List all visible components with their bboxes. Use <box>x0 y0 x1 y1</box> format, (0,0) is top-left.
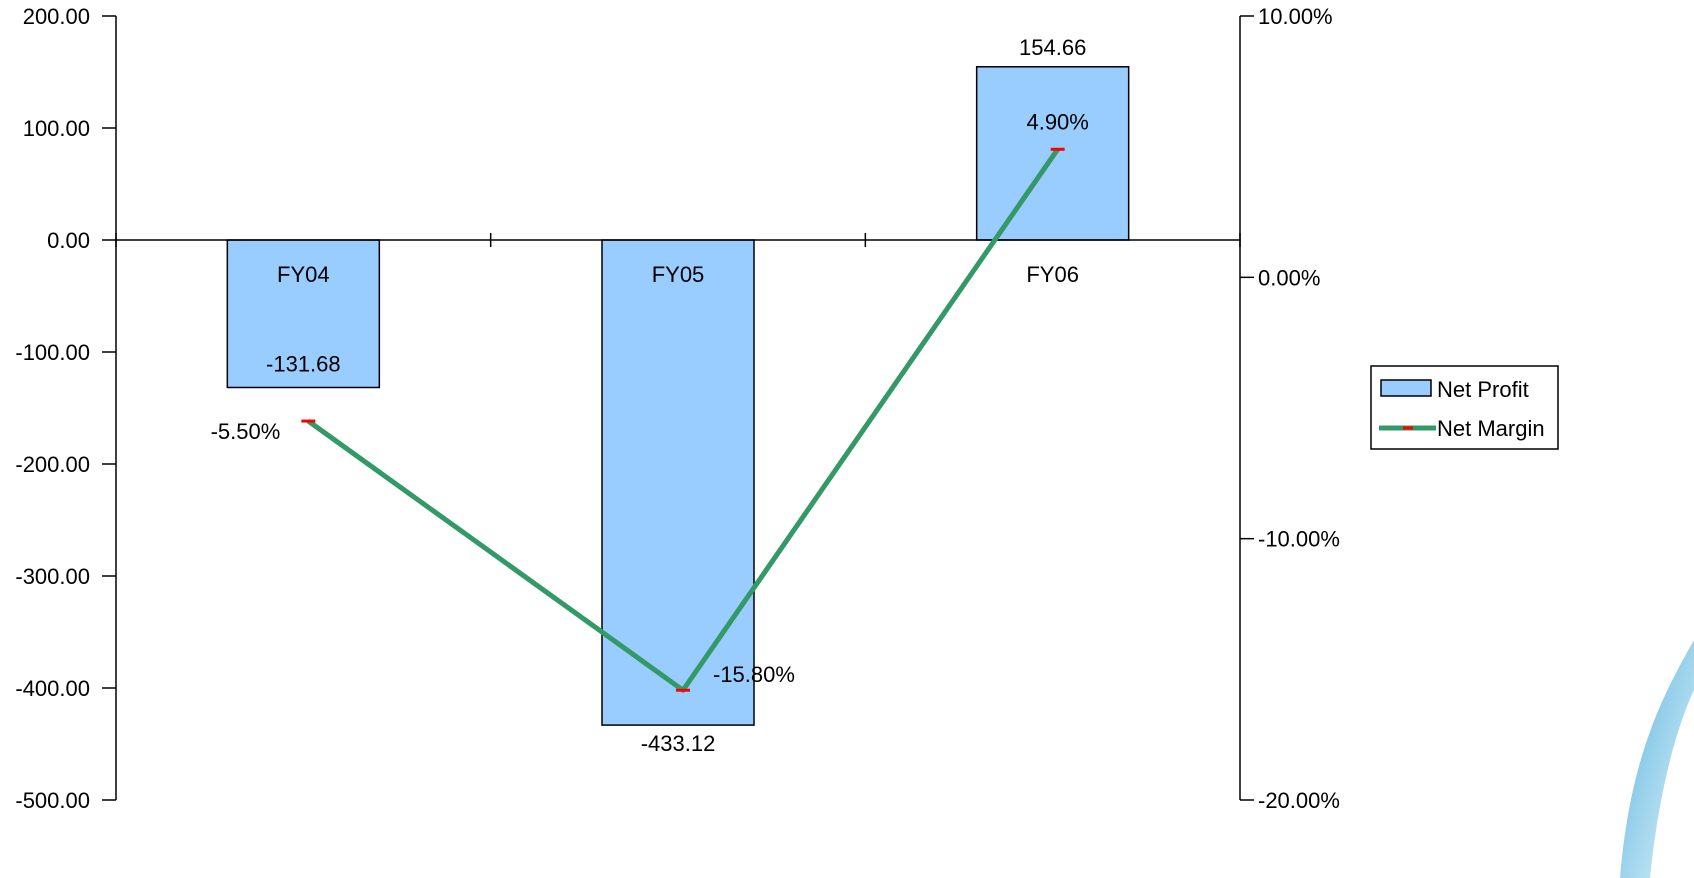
legend-label-net-margin: Net Margin <box>1437 416 1545 441</box>
right-axis-tick-label: -10.00% <box>1258 527 1340 552</box>
right-axis-tick-label: 0.00% <box>1258 265 1320 290</box>
left-axis-tick-label: -100.00 <box>15 340 90 365</box>
net-margin-line <box>301 147 1065 693</box>
category-label: FY06 <box>1026 262 1079 287</box>
bar-value-label: -131.68 <box>266 351 341 376</box>
axes: 200.00 100.00 0.00 -100.00 -200.00 -300.00 -40… <box>15 4 1340 813</box>
legend: Net Profit Net Margin <box>1370 365 1559 450</box>
decorative-swoosh <box>1620 640 1694 878</box>
line-value-label: -15.80% <box>713 662 795 687</box>
category-label: FY05 <box>652 262 705 287</box>
category-label: FY04 <box>277 262 330 287</box>
bar-data-labels: -131.68 -433.12 154.66 <box>266 35 1086 756</box>
swoosh-shape <box>1620 640 1694 878</box>
left-axis-tick-label: 0.00 <box>47 228 90 253</box>
bar-fy04 <box>226 239 381 389</box>
left-axis-tick-label: -400.00 <box>15 676 90 701</box>
left-axis-tick-label: -200.00 <box>15 452 90 477</box>
bar-fy05 <box>601 239 755 726</box>
right-axis-tick-label: -20.00% <box>1258 788 1340 813</box>
line-data-labels: -5.50% -15.80% 4.90% <box>211 109 1089 687</box>
line-value-label: 4.90% <box>1026 109 1088 134</box>
left-axis-tick-label: 200.00 <box>23 4 90 29</box>
legend-bar-swatch <box>1380 379 1432 397</box>
net-profit-bars <box>226 66 1130 726</box>
category-labels: FY04 FY05 FY06 <box>277 262 1079 287</box>
left-axis-tick-label: 100.00 <box>23 116 90 141</box>
line-value-label: -5.50% <box>211 419 281 444</box>
right-axis-tick-label: 10.00% <box>1258 4 1333 29</box>
left-axis-tick-label: -500.00 <box>15 788 90 813</box>
bar-value-label: 154.66 <box>1019 35 1086 60</box>
left-axis-tick-label: -300.00 <box>15 564 90 589</box>
legend-label-net-profit: Net Profit <box>1437 377 1529 402</box>
bar-value-label: -433.12 <box>641 731 716 756</box>
